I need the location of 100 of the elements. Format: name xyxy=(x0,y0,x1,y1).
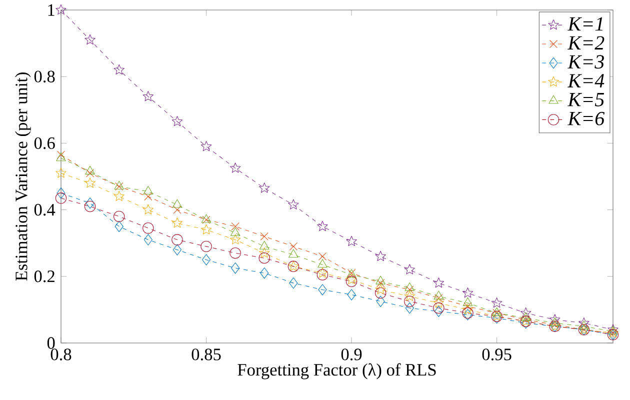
point xyxy=(142,204,154,214)
point xyxy=(404,296,416,307)
point xyxy=(260,267,269,279)
legend-label: K=3 xyxy=(568,55,604,69)
point xyxy=(84,200,96,212)
point xyxy=(230,247,241,259)
point xyxy=(375,250,386,262)
point xyxy=(86,169,94,178)
point xyxy=(550,314,560,324)
point xyxy=(406,286,414,294)
point xyxy=(318,284,327,296)
point xyxy=(376,296,385,307)
point xyxy=(376,279,385,288)
point xyxy=(346,236,357,246)
legend-label: K=2 xyxy=(568,36,604,50)
point xyxy=(346,274,357,284)
point xyxy=(434,290,444,300)
point xyxy=(404,282,415,291)
point xyxy=(405,302,414,314)
point xyxy=(172,116,183,126)
point xyxy=(347,289,356,300)
point xyxy=(200,240,212,252)
point xyxy=(259,182,270,193)
point xyxy=(288,249,298,258)
point xyxy=(172,199,182,208)
point xyxy=(433,302,444,314)
point xyxy=(55,192,67,204)
point xyxy=(143,186,154,194)
point xyxy=(462,287,474,298)
point xyxy=(404,290,415,301)
point xyxy=(230,234,241,244)
legend-label: K=1 xyxy=(568,17,602,30)
point xyxy=(231,222,240,230)
legend-label: K=4 xyxy=(568,74,604,88)
point xyxy=(114,220,124,232)
point xyxy=(56,152,66,162)
point xyxy=(318,259,328,268)
y-tick-label: 0 xyxy=(47,337,55,349)
point xyxy=(289,277,298,289)
point xyxy=(142,222,154,234)
point xyxy=(462,297,473,306)
x-axis-title: Forgetting Factor (λ) of RLS xyxy=(238,363,436,380)
y-tick-label: 0.4 xyxy=(34,204,56,216)
point xyxy=(579,320,589,330)
x-tick-label: 0.85 xyxy=(192,348,221,360)
y-tick-label: 0.6 xyxy=(34,137,55,150)
point xyxy=(376,276,386,284)
point xyxy=(374,287,386,299)
point xyxy=(317,267,328,278)
point xyxy=(172,244,182,256)
point xyxy=(56,188,66,199)
point xyxy=(230,162,241,173)
point xyxy=(84,34,96,45)
point xyxy=(491,297,502,308)
point xyxy=(259,247,270,258)
y-tick-label: 0.8 xyxy=(34,70,55,82)
point xyxy=(202,254,211,266)
point xyxy=(464,302,472,310)
point xyxy=(86,198,94,209)
point xyxy=(85,166,95,174)
y-tick-label: 1 xyxy=(48,4,54,16)
point xyxy=(578,317,590,328)
point xyxy=(346,276,358,287)
point xyxy=(172,234,183,246)
point xyxy=(114,64,124,75)
point xyxy=(520,307,532,318)
point xyxy=(375,284,386,294)
point xyxy=(520,312,531,321)
point xyxy=(56,150,66,159)
point xyxy=(230,228,240,236)
point xyxy=(258,252,270,264)
point xyxy=(231,262,240,274)
y-tick-label: 0.2 xyxy=(34,270,54,282)
point xyxy=(56,4,66,15)
point xyxy=(114,190,124,202)
point xyxy=(142,90,154,102)
point xyxy=(56,168,66,178)
point xyxy=(434,294,443,302)
point xyxy=(144,192,152,201)
point xyxy=(288,199,299,210)
point xyxy=(433,297,444,308)
point xyxy=(144,234,152,246)
point xyxy=(260,232,268,240)
point xyxy=(318,252,327,260)
point xyxy=(172,218,183,228)
legend-label: K=5 xyxy=(568,93,604,106)
point xyxy=(173,206,182,214)
x-tick-label: 0.9 xyxy=(341,348,362,360)
point xyxy=(200,140,212,152)
point xyxy=(84,178,96,188)
point xyxy=(289,242,298,250)
point xyxy=(433,277,444,288)
point xyxy=(550,317,560,326)
point xyxy=(259,240,270,250)
point xyxy=(200,224,212,234)
x-tick-label: 0.95 xyxy=(482,348,512,360)
point xyxy=(462,304,474,314)
legend-label: K=6 xyxy=(568,112,605,126)
point xyxy=(404,264,415,274)
point xyxy=(317,220,328,232)
